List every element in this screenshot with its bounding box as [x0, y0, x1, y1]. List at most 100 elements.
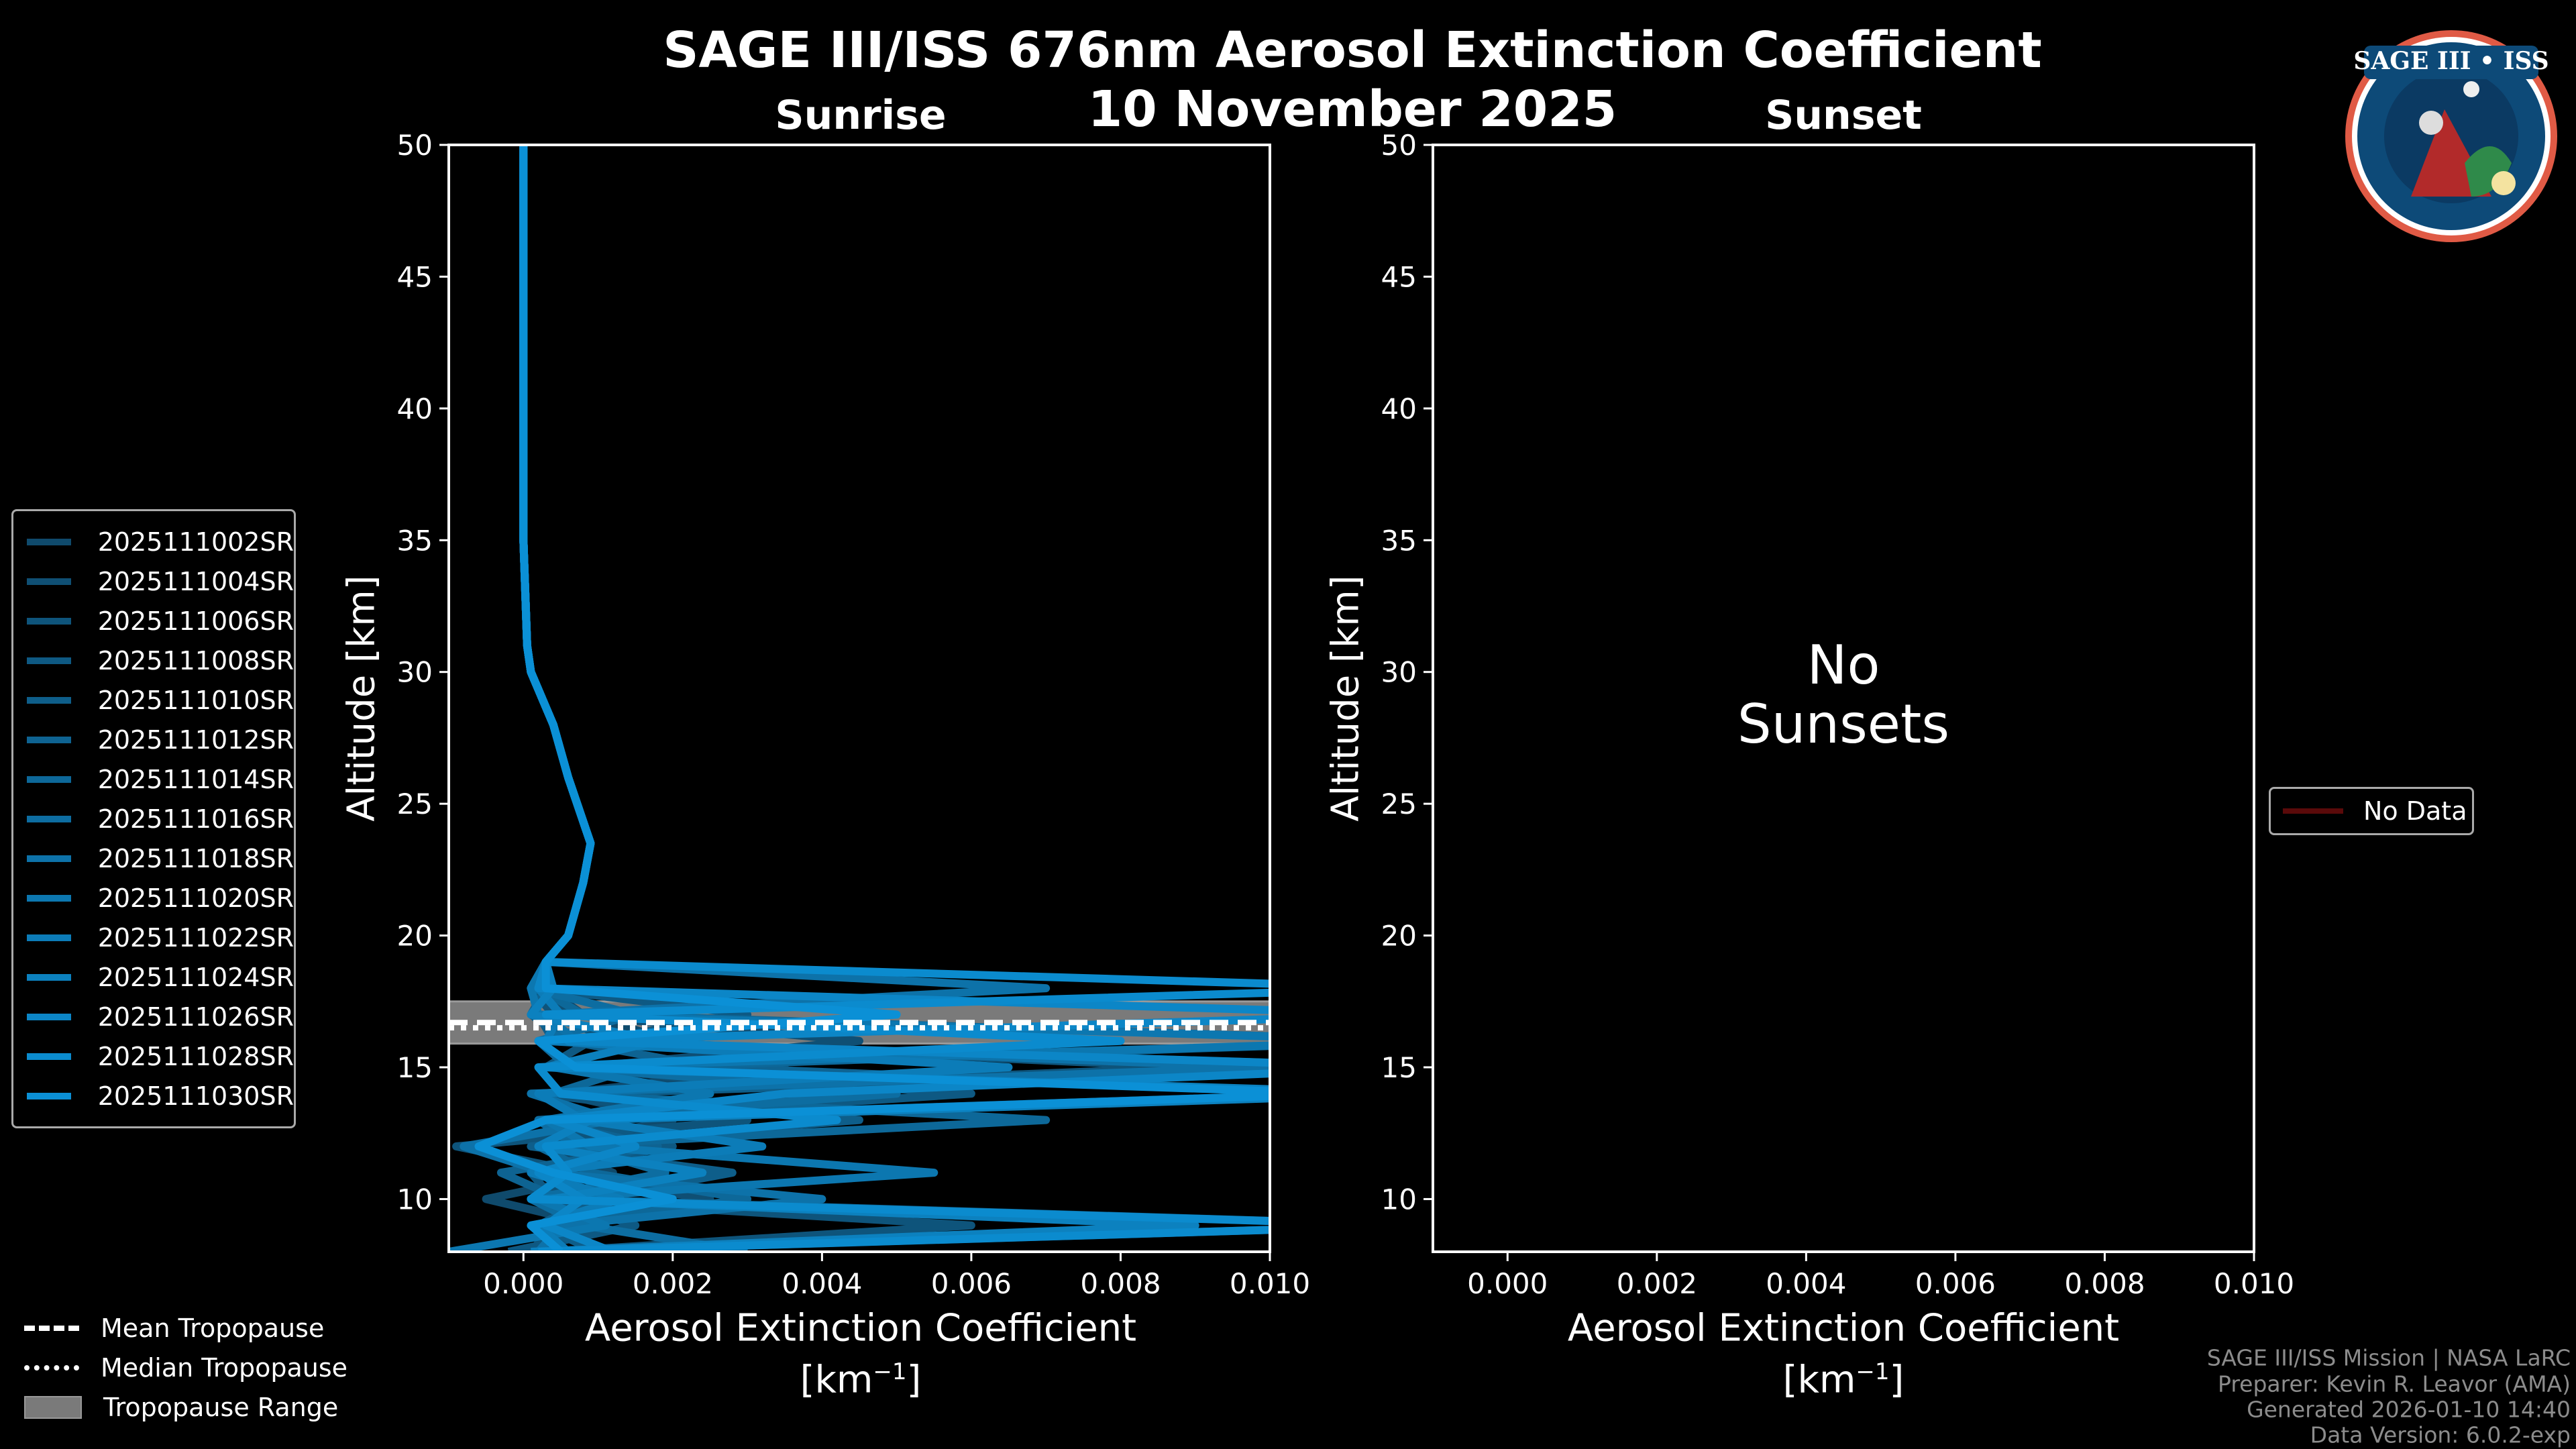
mission-logo: SAGE III • ISS: [2345, 30, 2557, 242]
legend-label: 2025111024SR: [97, 962, 294, 992]
legend-item: 2025111016SR: [13, 799, 294, 839]
no-sunsets-message: No Sunsets: [1737, 636, 1949, 754]
tropopause-legend: Mean Tropopause Median Tropopause Tropop…: [24, 1308, 347, 1427]
legend-label: 2025111008SR: [97, 645, 294, 676]
sunrise-panel-title: Sunrise: [775, 92, 947, 139]
sunset-panel-title: Sunset: [1765, 92, 1922, 139]
x-tick-label: 0.010: [1230, 1267, 1310, 1300]
sunrise-profiles: [449, 145, 1270, 1252]
y-tick-label: 40: [1381, 392, 1417, 425]
dotted-line-icon: [24, 1364, 79, 1371]
sunrise-axes-frame: [447, 144, 1271, 1253]
y-tick-label: 40: [397, 392, 433, 425]
legend-line-swatch: [27, 538, 71, 545]
legend-label: 2025111020SR: [97, 883, 294, 913]
legend-label: 2025111018SR: [97, 843, 294, 873]
legend-tropopause-range: Tropopause Range: [24, 1387, 347, 1427]
y-tick-label: 10: [1381, 1183, 1417, 1216]
y-tick-label: 15: [397, 1051, 433, 1084]
legend-label: 2025111026SR: [97, 1002, 294, 1032]
x-tick-label: 0.002: [1617, 1267, 1697, 1300]
band-swatch-icon: [24, 1395, 82, 1419]
legend-item: 2025111012SR: [13, 720, 294, 759]
legend-line-swatch: [27, 973, 71, 981]
legend-line-swatch: [27, 736, 71, 743]
sunset-x-axis-label: Aerosol Extinction Coefficient: [1567, 1306, 2120, 1350]
footer-data-version: Data Version: 6.0.2-exp: [2310, 1421, 2571, 1448]
no-data-swatch: [2283, 808, 2343, 814]
legend-label: 2025111030SR: [97, 1081, 294, 1111]
legend-label: 2025111004SR: [97, 566, 294, 596]
x-tick-label: 0.006: [1915, 1267, 1996, 1300]
legend-item: 2025111018SR: [13, 839, 294, 878]
legend-item: 2025111024SR: [13, 957, 294, 997]
sunset-legend: No Data: [2269, 787, 2474, 835]
sunrise-x-axis-unit: [km−1]: [800, 1358, 922, 1402]
footer-generated: Generated 2026-01-10 14:40: [2247, 1396, 2571, 1423]
sunset-y-axis-label: Altitude [km]: [1324, 575, 1368, 822]
legend-line-swatch: [27, 894, 71, 902]
legend-item: 2025111008SR: [13, 641, 294, 680]
legend-item: 2025111006SR: [13, 601, 294, 641]
x-tick-label: 0.006: [931, 1267, 1012, 1300]
no-sunsets-line1: No: [1807, 634, 1880, 696]
x-tick-label: 0.004: [782, 1267, 862, 1300]
legend-item: 2025111002SR: [13, 522, 294, 561]
sunset-x-axis-unit: [km−1]: [1783, 1358, 1904, 1402]
no-sunsets-line2: Sunsets: [1737, 693, 1950, 755]
tropopause-lines: [449, 1020, 1270, 1031]
sunrise-x-axis-label: Aerosol Extinction Coefficient: [584, 1306, 1137, 1350]
sunset-axes-frame: [1432, 144, 2255, 1253]
y-tick-label: 45: [1381, 260, 1417, 293]
legend-line-swatch: [27, 1053, 71, 1060]
x-tick-label: 0.004: [1766, 1267, 1846, 1300]
y-tick-label: 10: [397, 1183, 433, 1216]
footer-mission: SAGE III/ISS Mission | NASA LaRC: [2206, 1344, 2571, 1371]
unit-base: [km: [1782, 1358, 1856, 1402]
legend-item: 2025111030SR: [13, 1076, 294, 1116]
legend-label: 2025111016SR: [97, 804, 294, 834]
y-tick-label: 50: [1381, 129, 1417, 162]
unit-close: ]: [906, 1358, 922, 1402]
x-tick-label: 0.010: [2214, 1267, 2294, 1300]
y-tick-label: 20: [1381, 920, 1417, 953]
legend-label: Tropopause Range: [103, 1392, 339, 1422]
legend-line-swatch: [27, 578, 71, 585]
y-tick-label: 15: [1381, 1051, 1417, 1084]
y-tick-label: 20: [397, 920, 433, 953]
legend-line-swatch: [27, 775, 71, 783]
legend-median-tropopause: Median Tropopause: [24, 1348, 347, 1387]
x-tick-label: 0.002: [633, 1267, 713, 1300]
logo-text: SAGE III • ISS: [2353, 47, 2548, 75]
legend-line-swatch: [27, 696, 71, 704]
unit-exponent: −1: [1856, 1358, 1890, 1385]
legend-item: 2025111014SR: [13, 759, 294, 799]
legend-line-swatch: [27, 1013, 71, 1020]
legend-line-swatch: [27, 1092, 71, 1099]
series-legend: 2025111002SR 2025111004SR 2025111006SR 2025…: [11, 509, 296, 1128]
y-tick-label: 30: [1381, 656, 1417, 689]
x-tick-label: 0.000: [483, 1267, 564, 1300]
unit-base: [km: [800, 1358, 873, 1402]
y-tick-label: 45: [397, 260, 433, 293]
y-tick-label: 35: [397, 524, 433, 557]
axis-ticks: 10 15 20 25 30 35 40 45 50 0.000 0.002 0.004 0.006 0.…: [397, 129, 2295, 1300]
y-tick-label: 50: [397, 129, 433, 162]
unit-exponent: −1: [873, 1358, 907, 1385]
legend-label: Median Tropopause: [101, 1352, 347, 1383]
legend-label: 2025111014SR: [97, 764, 294, 794]
chart-date: 10 November 2025: [1087, 80, 1617, 138]
legend-line-swatch: [27, 815, 71, 822]
x-tick-label: 0.008: [1080, 1267, 1161, 1300]
no-data-label: No Data: [2363, 796, 2467, 826]
legend-label: 2025111028SR: [97, 1041, 294, 1071]
dashed-line-icon: [24, 1325, 79, 1331]
legend-label: 2025111022SR: [97, 922, 294, 953]
y-tick-label: 30: [397, 656, 433, 689]
legend-label: 2025111010SR: [97, 685, 294, 715]
legend-item: 2025111022SR: [13, 918, 294, 957]
x-tick-label: 0.000: [1467, 1267, 1548, 1300]
x-tick-label: 0.008: [2064, 1267, 2145, 1300]
legend-label: 2025111002SR: [97, 527, 294, 557]
